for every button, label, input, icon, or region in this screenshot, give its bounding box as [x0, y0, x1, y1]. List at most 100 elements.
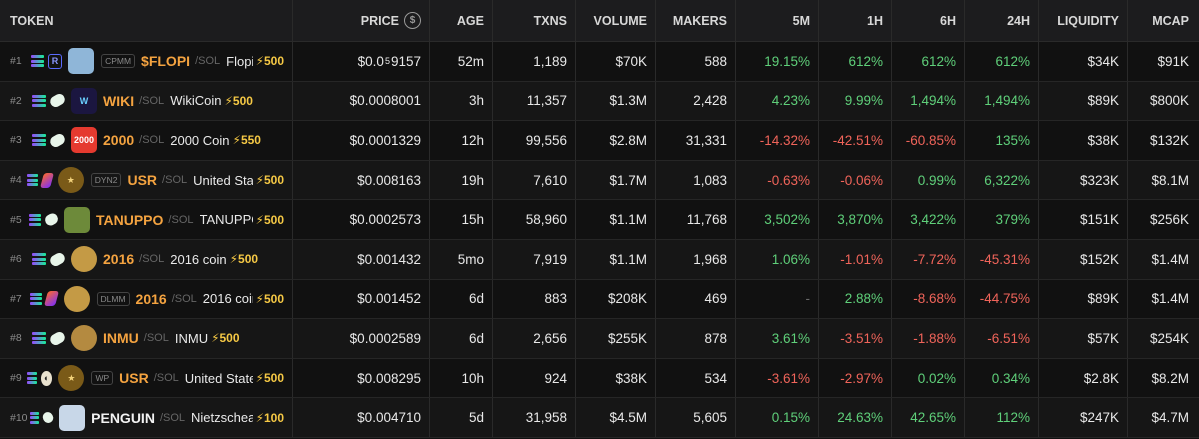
- table-row[interactable]: #2 W WIKI/SOL WikiCoin ⚡500 $0.0008001 3h 11,35…: [0, 81, 1199, 122]
- h24-header-label: 24H: [1007, 13, 1030, 28]
- h1-cell: -42.51%: [819, 121, 892, 160]
- col-price-header[interactable]: PRICE $: [293, 0, 430, 41]
- liquidity-cell: $89K: [1039, 81, 1128, 121]
- liquidity-value: $34K: [1087, 53, 1119, 69]
- table-row[interactable]: #8 INMU/SOL INMU ⚡500 $0.0002589 6d 2,656 $255K…: [0, 319, 1199, 359]
- token-symbol[interactable]: WIKI: [103, 92, 135, 109]
- table-row[interactable]: #9 ◐ ★ WP USR/SOL United States R⚡500 $0.00829…: [0, 358, 1199, 399]
- col-mcap-header[interactable]: MCAP: [1128, 0, 1199, 41]
- token-avatar: ★: [58, 365, 85, 392]
- token-name: Flopi: [226, 53, 253, 69]
- m5-cell: -14.32%: [736, 121, 819, 160]
- h1-change: 612%: [848, 53, 883, 69]
- h6-change: 42.65%: [910, 410, 956, 426]
- price-value: $0.004710: [357, 410, 421, 426]
- liquidity-cell: $57K: [1039, 319, 1128, 358]
- quote-pair: /SOL: [139, 253, 165, 266]
- rank-label: #6: [10, 253, 22, 266]
- solana-icon: [29, 292, 43, 305]
- token-symbol[interactable]: PENGUIN: [91, 409, 155, 426]
- rank-label: #4: [10, 174, 22, 187]
- h1-cell: 3,870%: [819, 200, 892, 239]
- table-row[interactable]: #3 2000 2000/SOL 2000 Coin ⚡550 $0.0001329 12h…: [0, 121, 1199, 161]
- token-symbol[interactable]: USR: [119, 370, 149, 387]
- h6-cell: -7.72%: [892, 239, 965, 279]
- col-token-header[interactable]: TOKEN: [0, 0, 293, 41]
- col-24h-header[interactable]: 24H: [965, 0, 1039, 41]
- table-row[interactable]: #10 PENGUIN/SOL Nietzschean Pe⚡100 $0.00471…: [0, 398, 1199, 438]
- token-name: WikiCoin: [170, 93, 222, 109]
- liquidity-value: $151K: [1079, 212, 1119, 228]
- m5-change: -0.63%: [767, 172, 810, 188]
- m5-cell: 4.23%: [736, 81, 819, 121]
- token-symbol[interactable]: 2016: [135, 290, 167, 307]
- makers-cell: 469: [656, 279, 736, 319]
- col-5m-header[interactable]: 5M: [736, 0, 819, 41]
- h6-cell: 612%: [892, 42, 965, 81]
- table-row[interactable]: #4 ★ DYN2 USR/SOL United States⚡500 $0.008163…: [0, 160, 1199, 201]
- table-row[interactable]: #6 2016/SOL 2016 coin ⚡500 $0.001432 5mo 7,919…: [0, 239, 1199, 280]
- col-liquidity-header[interactable]: LIQUIDITY: [1039, 0, 1128, 41]
- token-symbol[interactable]: 2016: [103, 251, 135, 268]
- price-prefix: $0.0: [357, 53, 384, 69]
- col-1h-header[interactable]: 1H: [819, 0, 892, 41]
- h24-change: 612%: [995, 53, 1030, 69]
- price-value: $0.008163: [357, 172, 421, 188]
- rank-label: #7: [10, 292, 22, 305]
- table-row[interactable]: #7 DLMM 2016/SOL 2016 coin⚡500 $0.001452 6d 88…: [0, 279, 1199, 320]
- m5-header-label: 5M: [792, 13, 810, 28]
- token-name: United States: [193, 172, 253, 188]
- quote-pair: /SOL: [159, 411, 186, 424]
- h1-cell: -2.97%: [819, 358, 892, 398]
- token-symbol[interactable]: USR: [127, 172, 158, 189]
- txns-cell: 2,656: [493, 319, 576, 358]
- volume-cell: $1.3M: [576, 81, 656, 121]
- m5-cell: 3.61%: [736, 319, 819, 358]
- token-symbol[interactable]: 2000: [103, 132, 135, 149]
- h1-cell: 2.88%: [819, 279, 892, 319]
- dollar-toggle-icon[interactable]: $: [404, 12, 421, 29]
- token-symbol[interactable]: TANUPPO: [96, 211, 164, 228]
- table-row[interactable]: #1 R CPMM $FLOPI/SOL Flopi ⚡500 $0.0 5 9157 52m 1,…: [0, 42, 1199, 82]
- age-value: 52m: [457, 53, 484, 69]
- h24-cell: 612%: [965, 42, 1039, 81]
- liquidity-cell: $151K: [1039, 200, 1128, 239]
- liquidity-value: $247K: [1079, 410, 1119, 426]
- mcap-value: $1.4M: [1151, 291, 1189, 307]
- age-value: 6d: [468, 291, 484, 307]
- solana-icon: [32, 332, 46, 345]
- pool-type-badge: DYN2: [90, 173, 122, 188]
- makers-cell: 1,083: [656, 160, 736, 200]
- pump-dex-icon: [48, 92, 67, 110]
- volume-cell: $4.5M: [576, 398, 656, 437]
- txns-header-label: TXNS: [533, 13, 567, 28]
- age-value: 6d: [468, 330, 484, 346]
- price-cell: $0.001432: [293, 239, 430, 279]
- makers-cell: 534: [656, 358, 736, 398]
- mcap-value: $256K: [1149, 212, 1189, 228]
- table-row[interactable]: #5TANUPPO/SOLTANUPPO⚡500$0.000257315h58,…: [0, 200, 1199, 240]
- volume-value: $1.1M: [609, 212, 647, 228]
- token-symbol[interactable]: INMU: [103, 330, 139, 347]
- token-cell: #4 ★ DYN2 USR/SOL United States⚡500: [0, 160, 293, 200]
- h1-change: -1.01%: [840, 251, 883, 267]
- token-symbol[interactable]: $FLOPI: [141, 53, 191, 70]
- age-cell: 6d: [430, 279, 493, 319]
- mcap-cell: $91K: [1128, 42, 1199, 81]
- age-cell: 12h: [430, 121, 493, 160]
- makers-cell: 5,605: [656, 398, 736, 437]
- col-age-header[interactable]: AGE: [430, 0, 493, 41]
- col-txns-header[interactable]: TXNS: [493, 0, 576, 41]
- txns-cell: 11,357: [493, 81, 576, 121]
- col-6h-header[interactable]: 6H: [892, 0, 965, 41]
- col-makers-header[interactable]: MAKERS: [656, 0, 736, 41]
- pump-dex-icon: [48, 131, 67, 149]
- price-cell: $0.0002589: [293, 319, 430, 358]
- boost-badge: ⚡500: [255, 371, 284, 386]
- h24-change: -6.51%: [987, 330, 1030, 346]
- txns-value: 883: [544, 291, 567, 307]
- h6-change: -7.72%: [913, 251, 956, 267]
- col-volume-header[interactable]: VOLUME: [576, 0, 656, 41]
